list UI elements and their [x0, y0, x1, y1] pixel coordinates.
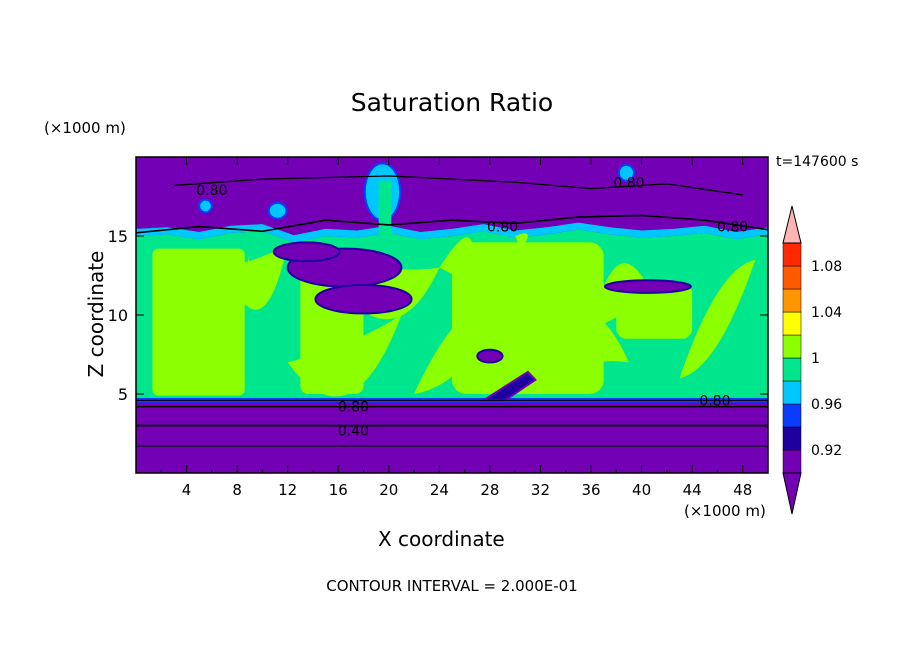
cloud-top-fringe [136, 222, 768, 243]
x-tick-label: 20 [379, 481, 398, 499]
moist-plume [198, 198, 213, 214]
colorbar-label: 1.04 [811, 305, 842, 321]
contour-label: 0.80 [717, 220, 748, 236]
colorbar-segment [782, 242, 802, 267]
contour-line-0.80 [135, 214, 769, 234]
dry-pocket [603, 279, 692, 294]
colorbar-label: 1.08 [811, 259, 842, 275]
colorbar-label: 0.96 [811, 397, 842, 413]
x-tick-label: 12 [278, 481, 297, 499]
chart-title: Saturation Ratio [350, 88, 554, 117]
y-axis-label: Z coordinate [84, 250, 108, 378]
colorbar-label: 0.92 [811, 443, 842, 459]
supersaturated-region [679, 259, 756, 379]
contour-label: 0.40 [338, 423, 369, 439]
x-tick-label: 8 [232, 481, 242, 499]
x-axis-label: X coordinate [378, 527, 505, 551]
x-tick-label: 32 [531, 481, 550, 499]
x-tick-label: 40 [632, 481, 651, 499]
x-axis-units: (×1000 m) [684, 502, 766, 520]
colorbar-segment [782, 403, 802, 428]
x-tick-label: 4 [182, 481, 192, 499]
x-tick-label: 24 [430, 481, 449, 499]
y-axis-units: (×1000 m) [44, 119, 126, 137]
colorbar-segment [782, 380, 802, 405]
x-tick-label: 48 [733, 481, 752, 499]
moist-plume [267, 201, 288, 220]
colorbar-segment [782, 288, 802, 313]
y-tick-label: 15 [108, 227, 128, 246]
colorbar-label: 1 [811, 351, 820, 367]
contour-label: 0.80 [196, 183, 227, 199]
time-label: t=147600 s [776, 154, 859, 170]
colorbar-segment [782, 426, 802, 451]
supersaturated-region [152, 248, 245, 396]
dry-pocket [476, 348, 504, 364]
colorbar-segment [782, 265, 802, 290]
dry-pocket [314, 283, 413, 315]
supersaturated-region [616, 283, 693, 339]
colorbar-segment [782, 311, 802, 336]
moist-plume [378, 180, 392, 236]
y-tick-label: 10 [108, 306, 128, 325]
colorbar-segment [782, 449, 802, 474]
dry-pocket [272, 241, 341, 263]
contour-label: 0.80 [338, 400, 369, 416]
contour-label: 0.80 [613, 175, 644, 191]
x-tick-label: 36 [581, 481, 600, 499]
colorbar-extend-low [782, 472, 802, 515]
colorbar-extend-high [782, 205, 802, 244]
x-tick-label: 44 [683, 481, 702, 499]
x-tick-label: 28 [480, 481, 499, 499]
moist-plume [617, 163, 636, 182]
colorbar-segment [782, 334, 802, 359]
y-tick-label: 5 [118, 385, 128, 404]
colorbar-segment [782, 357, 802, 382]
contour-label: 0.80 [487, 220, 518, 236]
contour-label: 0.80 [699, 393, 730, 409]
contour-interval-note: CONTOUR INTERVAL = 2.000E-01 [326, 577, 578, 595]
x-tick-label: 16 [329, 481, 348, 499]
contour-line-0.80 [173, 175, 743, 196]
